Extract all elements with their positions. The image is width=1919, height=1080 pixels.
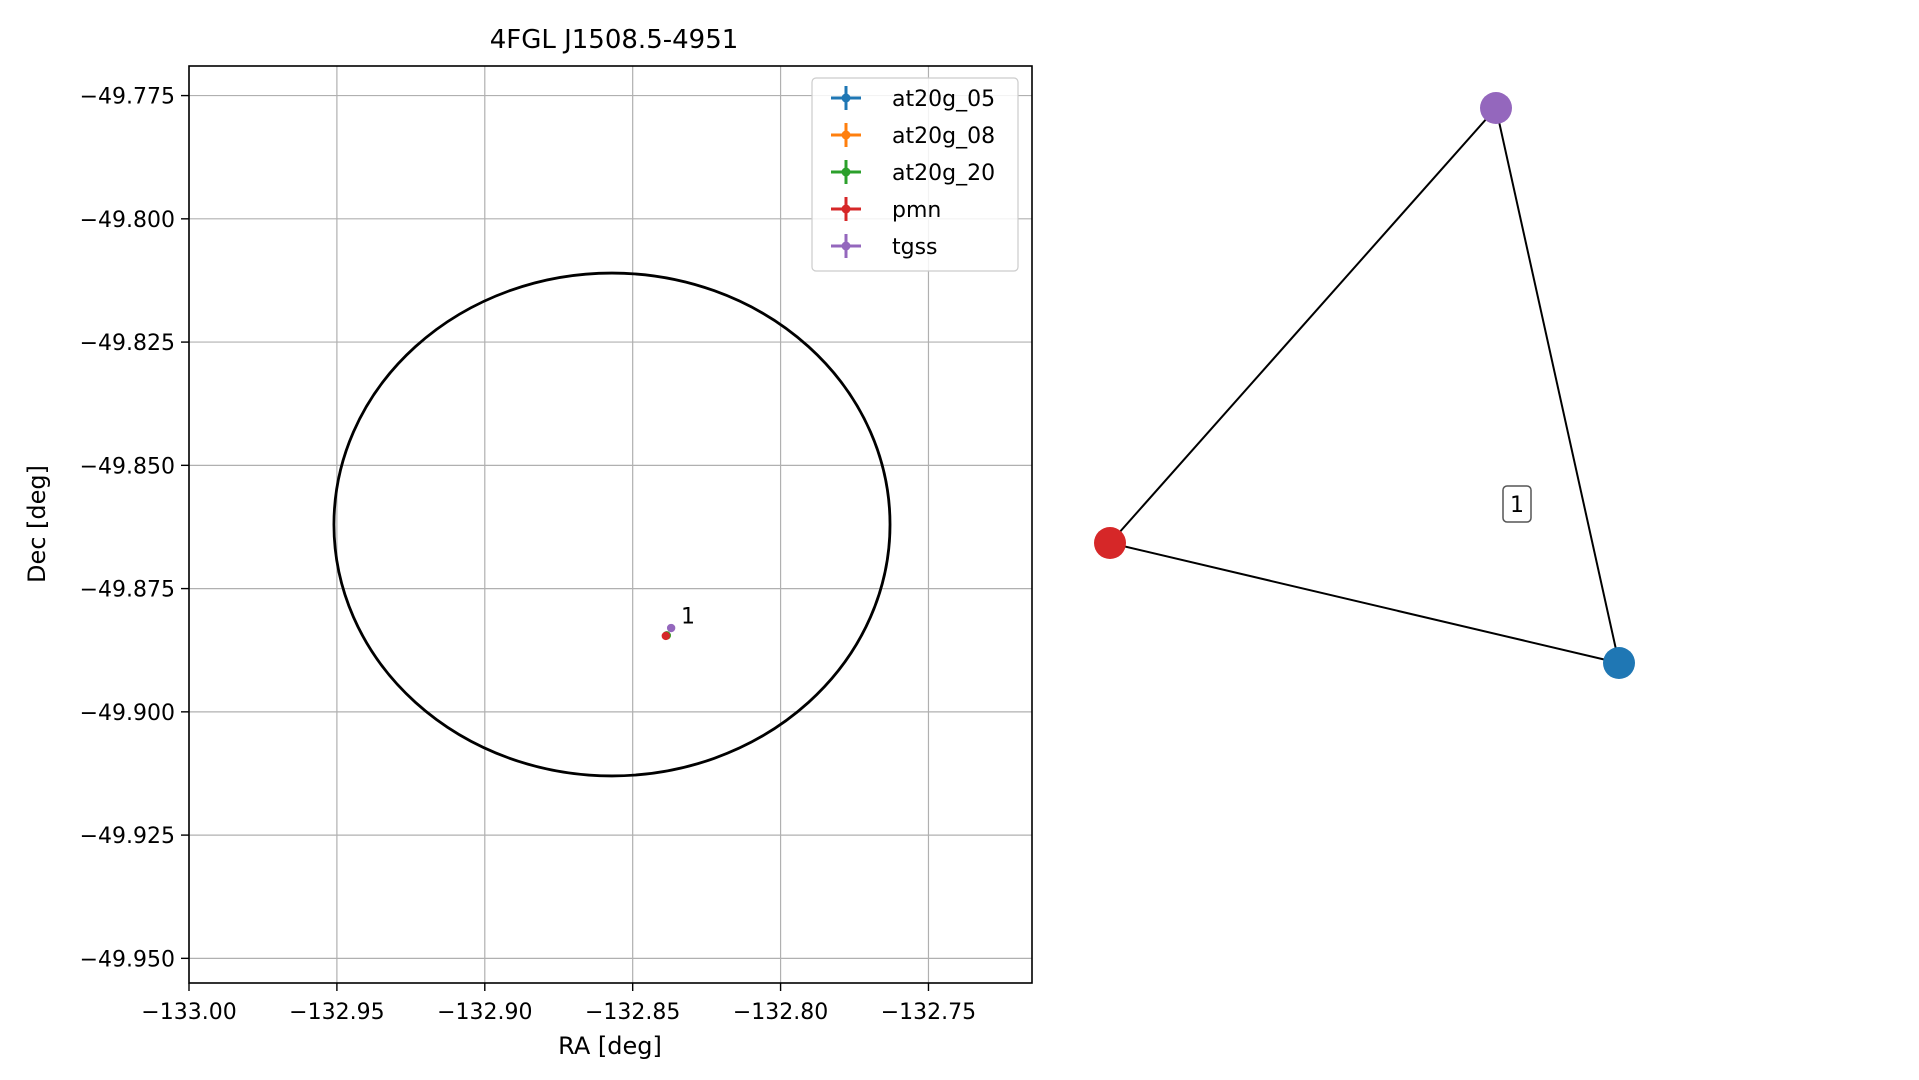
y-tick-label: −49.875	[80, 578, 175, 603]
legend-box	[811, 77, 1019, 272]
y-tick-label: −49.800	[80, 208, 175, 233]
plot-frame	[188, 65, 1033, 984]
graph-edge-tgss-at20g	[1495, 107, 1620, 664]
source-point-pmn	[661, 631, 671, 641]
graph-edge-tgss-pmn	[1109, 107, 1497, 544]
y-tick-label: −49.850	[80, 454, 175, 479]
legend-entry-at20g_05: at20g_05	[831, 86, 995, 112]
sky-plot: 4FGL J1508.5-4951 1 −133.00 −132.95 −132.9…	[23, 25, 1033, 1060]
legend-marker-dot	[841, 241, 851, 251]
legend-entry-pmn: pmn	[831, 197, 941, 223]
legend-entry-tgss: tgss	[831, 234, 938, 260]
legend-label: pmn	[892, 198, 941, 223]
network-graph: 1	[1094, 92, 1635, 679]
x-axis-label: RA [deg]	[558, 1032, 662, 1060]
x-tick-label: −132.95	[289, 1000, 384, 1025]
x-tick-label: −133.00	[141, 1000, 236, 1025]
legend-label: tgss	[892, 235, 938, 260]
source-point-tgss	[666, 623, 676, 633]
x-tick-label: −132.85	[585, 1000, 680, 1025]
x-tick-label: −132.75	[881, 1000, 976, 1025]
legend-marker-dot	[841, 93, 851, 103]
source-annotation: 1	[681, 605, 695, 630]
y-tick-label: −49.950	[80, 947, 175, 972]
graph-node-tgss	[1480, 92, 1512, 124]
localization-ellipse	[332, 271, 892, 778]
legend-label: at20g_20	[892, 161, 995, 186]
legend-entry-at20g_08: at20g_08	[831, 123, 995, 149]
y-tick-label: −49.900	[80, 701, 175, 726]
legend-entry-at20g_20: at20g_20	[831, 160, 995, 186]
legend-marker-dot	[841, 167, 851, 177]
chart-title: 4FGL J1508.5-4951	[490, 25, 739, 55]
points-layer: 1	[661, 605, 695, 641]
graph-edge-pmn-at20g	[1109, 542, 1620, 664]
legend-label: at20g_08	[892, 124, 995, 149]
graph-node-pmn	[1094, 527, 1126, 559]
x-axis-ticks: −133.00 −132.95 −132.90 −132.85 −132.80 −132.…	[141, 983, 976, 1025]
x-tick-label: −132.90	[437, 1000, 532, 1025]
y-axis-ticks: −49.775 −49.800 −49.825 −49.850 −49.875 −49.9…	[80, 85, 189, 972]
legend-marker-dot	[841, 130, 851, 140]
y-tick-label: −49.775	[80, 85, 175, 110]
graph-node-at20g	[1603, 647, 1635, 679]
legend-marker-dot	[841, 204, 851, 214]
y-axis-label: Dec [deg]	[23, 465, 51, 583]
legend-label: at20g_05	[892, 87, 995, 112]
y-tick-label: −49.825	[80, 331, 175, 356]
group-label-box	[1502, 485, 1532, 523]
group-label: 1	[1510, 493, 1524, 518]
x-tick-label: −132.80	[733, 1000, 828, 1025]
y-tick-label: −49.925	[80, 824, 175, 849]
ellipse-layer	[332, 271, 892, 778]
